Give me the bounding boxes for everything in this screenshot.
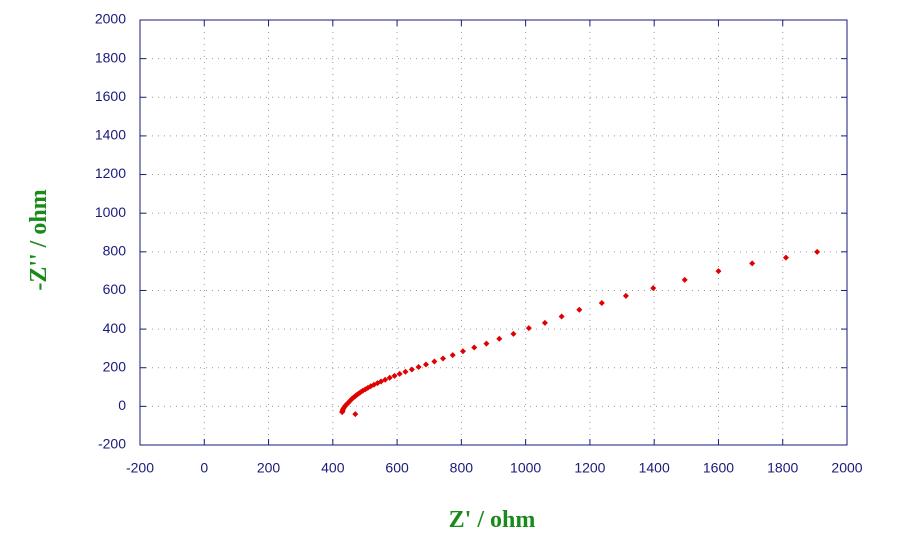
point bbox=[352, 411, 359, 418]
point bbox=[339, 409, 346, 416]
point bbox=[459, 348, 466, 355]
point bbox=[681, 276, 688, 283]
x-tick-label: 200 bbox=[257, 460, 281, 476]
y-tick-label: 0 bbox=[118, 397, 126, 413]
point bbox=[431, 358, 438, 365]
y-tick-label: 2000 bbox=[95, 11, 126, 27]
y-tick-label: 1200 bbox=[95, 165, 126, 181]
point bbox=[440, 355, 447, 362]
point bbox=[471, 344, 478, 351]
point bbox=[423, 361, 430, 368]
point bbox=[483, 340, 490, 347]
y-axis-title: -Z'' / ohm bbox=[26, 189, 52, 290]
x-tick-label: 0 bbox=[200, 460, 208, 476]
point bbox=[598, 300, 605, 307]
point bbox=[782, 254, 789, 261]
point bbox=[415, 363, 422, 370]
x-tick-label: 400 bbox=[321, 460, 345, 476]
point bbox=[650, 285, 657, 292]
x-tick-label: -200 bbox=[126, 460, 154, 476]
x-tick-label: 800 bbox=[450, 460, 474, 476]
point bbox=[558, 313, 565, 320]
point bbox=[391, 372, 398, 379]
x-tick-label: 600 bbox=[385, 460, 409, 476]
y-tick-label: 400 bbox=[103, 320, 127, 336]
y-tick-label: 1400 bbox=[95, 127, 126, 143]
point bbox=[510, 330, 517, 337]
point bbox=[576, 306, 583, 313]
y-tick-label: 600 bbox=[103, 281, 127, 297]
y-tick-label: 1800 bbox=[95, 49, 126, 65]
point bbox=[749, 260, 756, 267]
x-tick-label: 1200 bbox=[574, 460, 605, 476]
x-tick-label: 1400 bbox=[639, 460, 670, 476]
point bbox=[525, 325, 532, 332]
point bbox=[402, 368, 409, 375]
point bbox=[496, 335, 503, 342]
point bbox=[408, 366, 415, 373]
point bbox=[449, 352, 456, 359]
y-tick-label: -200 bbox=[98, 436, 126, 452]
point bbox=[622, 292, 629, 299]
x-tick-label: 1600 bbox=[703, 460, 734, 476]
plot-frame bbox=[139, 19, 848, 446]
y-tick-label: 200 bbox=[103, 358, 127, 374]
y-tick-label: 1000 bbox=[95, 204, 126, 220]
point bbox=[386, 374, 393, 381]
point bbox=[715, 268, 722, 275]
x-axis-title: Z' / ohm bbox=[449, 507, 536, 533]
point bbox=[396, 370, 403, 377]
point bbox=[814, 248, 821, 255]
x-tick-label: 1000 bbox=[510, 460, 541, 476]
x-tick-label: 2000 bbox=[831, 460, 862, 476]
y-tick-label: 1600 bbox=[95, 88, 126, 104]
x-tick-label: 1800 bbox=[767, 460, 798, 476]
y-tick-label: 800 bbox=[103, 243, 127, 259]
point bbox=[541, 319, 548, 326]
